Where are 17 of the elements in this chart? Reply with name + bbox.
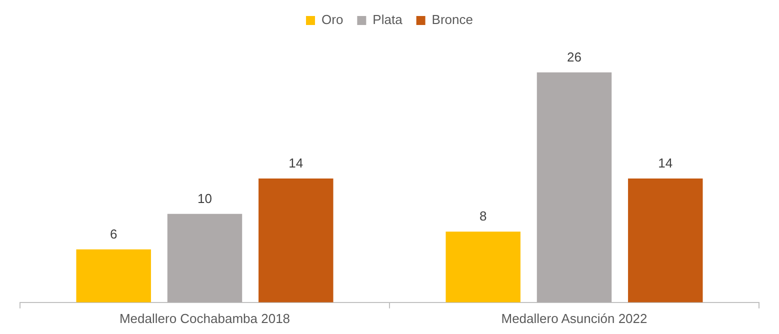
legend-label: Plata: [372, 12, 404, 28]
x-tick-label: Medallero Cochabamba 2018: [119, 310, 290, 326]
data-label: 26: [567, 49, 582, 64]
data-label: 14: [658, 156, 673, 171]
bar: [628, 178, 703, 302]
legend-label: Oro: [322, 12, 344, 28]
bar: [258, 178, 334, 302]
data-label: 10: [198, 191, 212, 206]
bar: [167, 214, 242, 302]
data-label: 6: [110, 226, 118, 242]
bar: [76, 249, 151, 302]
data-label: 14: [288, 156, 304, 171]
bar: [446, 232, 520, 302]
bar: [536, 72, 612, 302]
legend-label: Bronce: [432, 12, 474, 28]
data-label: 8: [479, 208, 487, 224]
x-tick-label: Medallero Asunción 2022: [501, 310, 648, 326]
